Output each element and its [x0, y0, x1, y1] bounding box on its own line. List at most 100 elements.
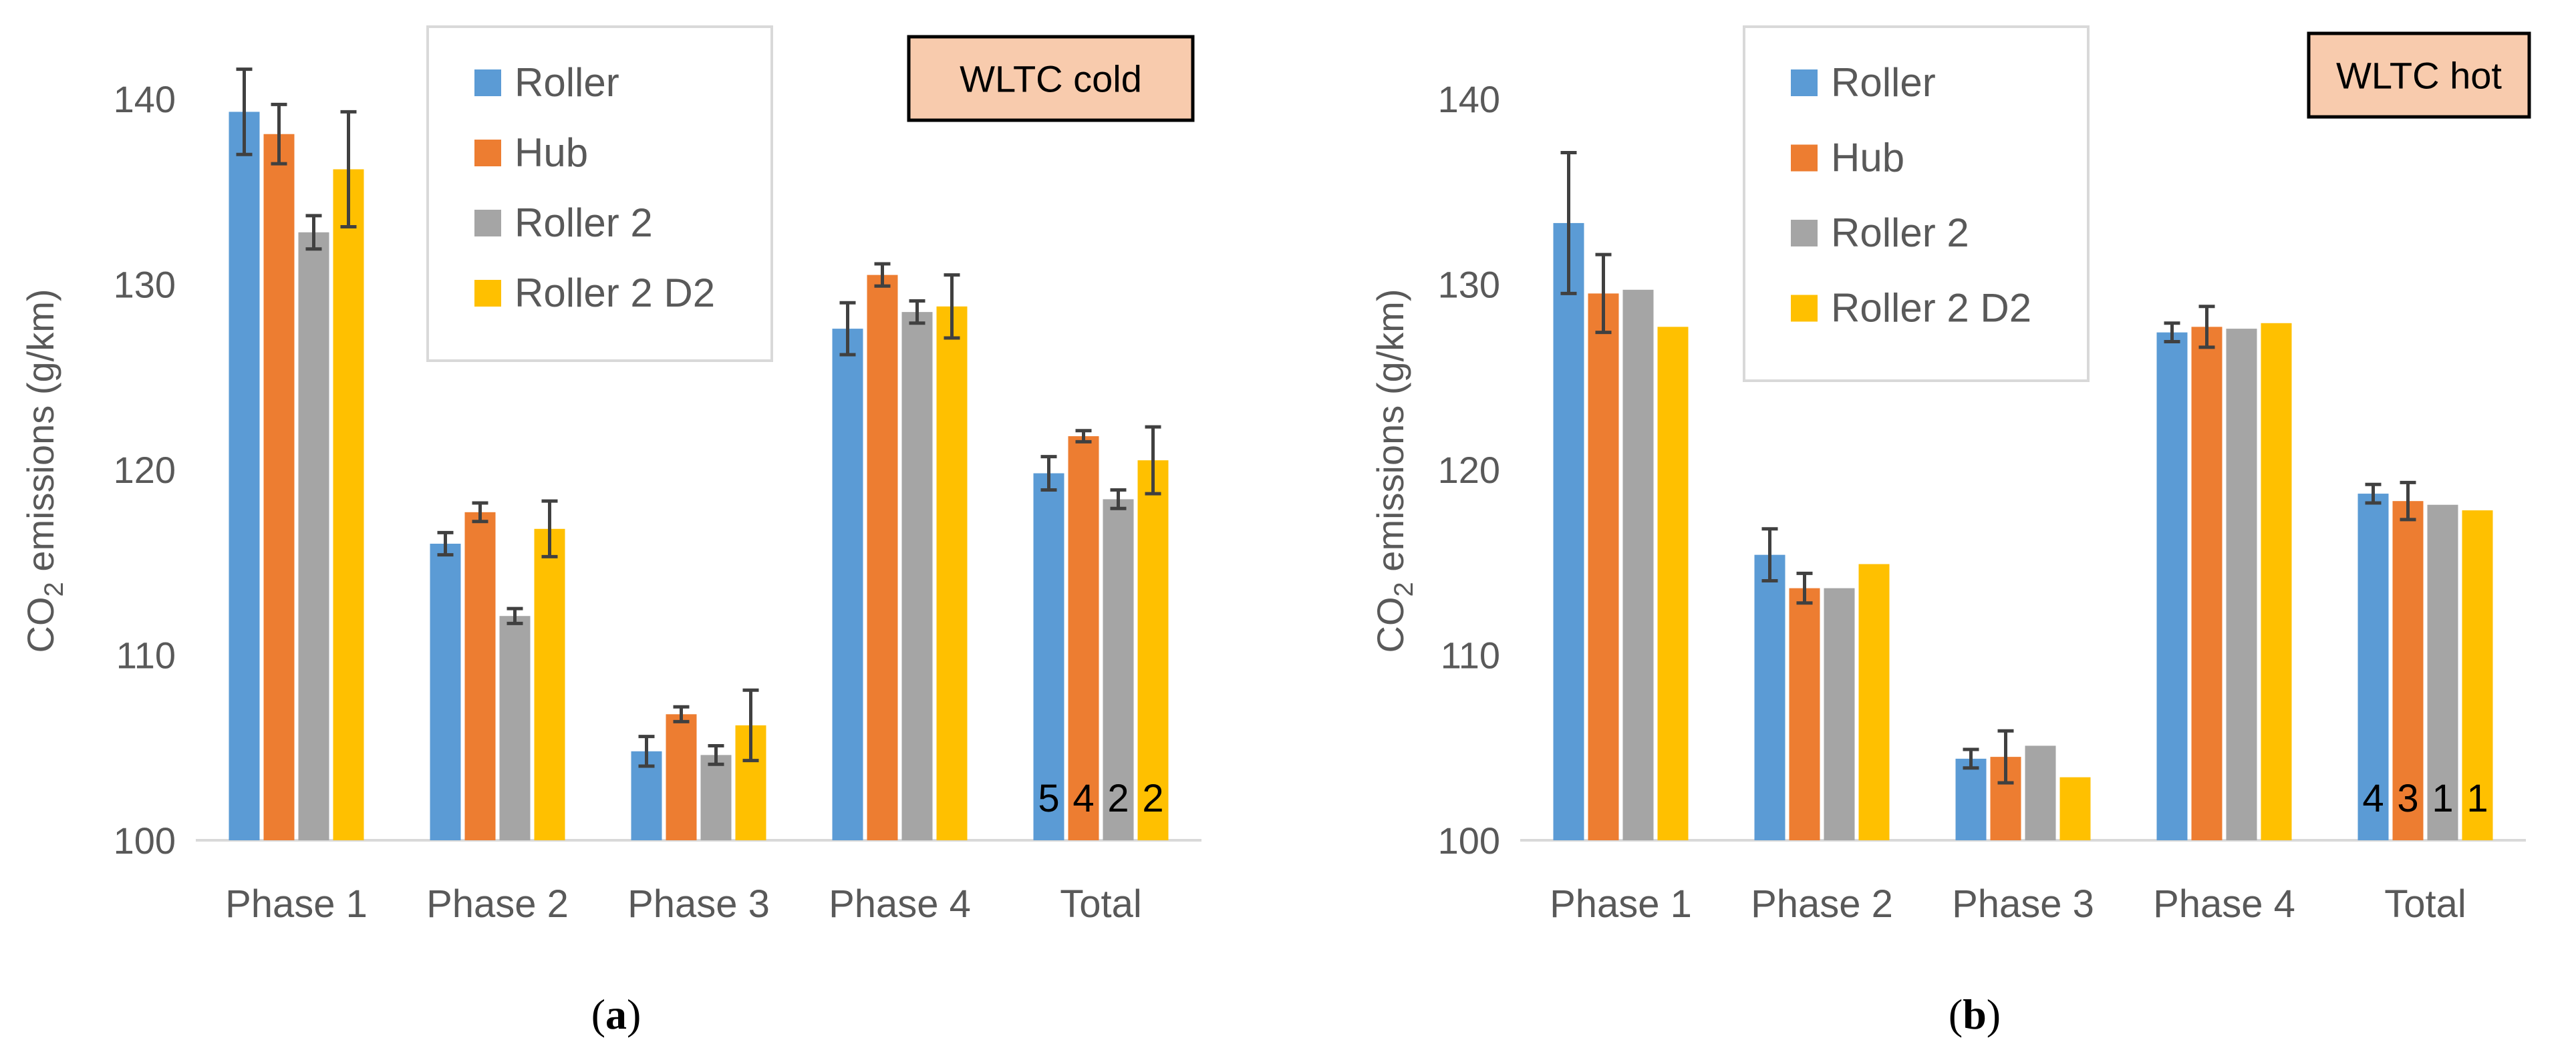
sample-count-label: 1 — [2432, 777, 2453, 820]
error-bar — [236, 67, 253, 156]
bar-roller-2-d2 — [2462, 510, 2493, 840]
y-tick-label: 110 — [1441, 635, 1500, 677]
legend-label: Hub — [1831, 136, 1904, 180]
panel-label-open: ( — [1949, 991, 1963, 1038]
x-tick-label: Phase 4 — [829, 882, 971, 926]
legend-swatch — [1791, 69, 1818, 96]
x-tick-label: Total — [2384, 882, 2466, 926]
bar-roller — [832, 329, 863, 841]
legend-swatch — [474, 280, 501, 307]
sample-count-label: 5 — [1038, 777, 1059, 820]
bar-roller-2 — [1824, 588, 1855, 840]
legend-swatch — [1791, 220, 1818, 246]
y-axis-label: CO2 emissions (g/km) — [1369, 289, 1419, 653]
chart-panel-b: 100 110 120 130 140 CO2 emissions (g/km) Phase… — [1369, 25, 2531, 1038]
bar-hub — [1588, 293, 1619, 840]
legend-label: Roller — [515, 60, 619, 105]
title-badge-box — [907, 35, 1195, 122]
bar-roller — [2357, 494, 2389, 840]
bar-hub — [2392, 501, 2424, 840]
error-bar — [839, 301, 856, 357]
bar-roller-2 — [499, 616, 531, 840]
bar-roller-2 — [1622, 289, 1654, 840]
y-axis-label-subscript: 2 — [1389, 582, 1419, 596]
legend-label: Roller 2 — [515, 200, 653, 245]
bar-hub — [2191, 327, 2223, 840]
bar-roller-2-d2 — [936, 306, 968, 840]
bar-roller — [1955, 758, 1987, 840]
error-bar — [2400, 480, 2416, 522]
bar-roller-2 — [2226, 329, 2257, 841]
chart-title: WLTC hot — [2336, 55, 2502, 97]
bar-roller — [1553, 222, 1584, 840]
bar-roller-2 — [298, 232, 329, 840]
error-bar — [1075, 429, 1092, 444]
error-bar — [944, 273, 960, 340]
legend-swatch — [474, 69, 501, 96]
x-tick-label: Phase 3 — [627, 882, 770, 926]
x-tick-label: Phase 2 — [426, 882, 569, 926]
legend-label: Roller 2 D2 — [515, 271, 715, 315]
bar-roller-2-d2 — [2261, 323, 2292, 840]
sample-count-label: 4 — [2362, 777, 2384, 820]
error-bar — [1040, 455, 1057, 492]
y-tick-label: 110 — [116, 635, 176, 677]
error-bar — [472, 501, 488, 524]
panel-label: (a) — [591, 991, 641, 1038]
chart-title: WLTC cold — [960, 58, 1142, 100]
error-bar — [909, 299, 925, 325]
error-bar — [1145, 425, 1161, 496]
y-axis-label-main: CO — [1369, 596, 1411, 653]
y-tick-label: 130 — [114, 264, 176, 306]
y-axis-label: CO2 emissions (g/km) — [19, 289, 69, 653]
bar-roller-2-d2 — [1137, 460, 1169, 840]
error-bar — [437, 530, 454, 557]
y-axis-label-rest: emissions (g/km) — [1369, 289, 1411, 582]
sample-count-label: 4 — [1072, 777, 1094, 820]
panel-label: (b) — [1949, 991, 2001, 1038]
y-tick-label: 120 — [1438, 449, 1500, 491]
y-tick-label: 100 — [1438, 820, 1500, 862]
legend-label: Roller 2 D2 — [1831, 286, 2031, 331]
bar-hub — [867, 275, 898, 840]
bar-roller-2-d2 — [1657, 327, 1689, 840]
bar-roller-2-d2 — [534, 528, 565, 840]
legend: Roller Hub Roller 2 Roller 2 D2 — [426, 25, 773, 362]
y-tick-label: 130 — [1438, 264, 1500, 306]
panel-label-open: ( — [591, 991, 605, 1038]
y-tick-label: 140 — [1438, 78, 1500, 120]
bar-roller-2 — [2427, 504, 2458, 840]
panel-label-close: ) — [1987, 991, 2001, 1038]
error-bar — [1997, 729, 2014, 785]
error-bar — [638, 735, 655, 768]
x-tick-label: Total — [1060, 882, 1142, 926]
error-bar — [1110, 488, 1127, 510]
chart-title-badge: WLTC cold — [907, 35, 1195, 122]
error-bar — [2198, 305, 2215, 349]
sample-count-label: 3 — [2397, 777, 2418, 820]
error-bar — [1963, 747, 1979, 770]
title-badge-box — [2307, 31, 2531, 119]
error-bar — [1595, 252, 1612, 335]
y-tick-label: 140 — [114, 78, 176, 120]
y-axis-label-subscript: 2 — [39, 582, 69, 596]
error-bar — [340, 110, 357, 228]
bar-roller — [229, 112, 260, 840]
legend-label: Hub — [515, 130, 588, 175]
x-tick-label: Phase 1 — [225, 882, 368, 926]
sample-count-label: 2 — [1142, 777, 1163, 820]
error-bar — [2365, 482, 2382, 505]
error-bar — [1761, 527, 1778, 582]
y-tick-label: 100 — [114, 820, 176, 862]
error-bar — [507, 606, 523, 625]
y-tick-label: 120 — [114, 449, 176, 491]
bar-roller-2 — [1103, 499, 1134, 840]
error-bar — [271, 102, 287, 166]
bar-roller-2 — [2025, 745, 2056, 840]
error-bar — [1796, 571, 1813, 605]
legend-label: Roller 2 — [1831, 210, 1969, 255]
panel-label-letter: a — [605, 991, 627, 1038]
chart-title-badge: WLTC hot — [2307, 31, 2531, 119]
bar-hub — [1068, 436, 1099, 840]
